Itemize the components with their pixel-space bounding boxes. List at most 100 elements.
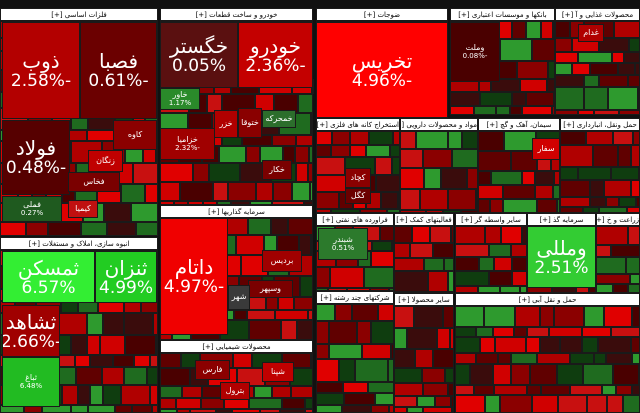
sector-header[interactable]: خودرو و ساخت قطعات [+]	[160, 8, 313, 21]
sector-header[interactable]: انبوه سازی، املاک و مستغلات [+]	[0, 237, 158, 250]
tile-name: شبندر	[333, 234, 353, 244]
sector-header[interactable]: سرمایه گذ [+]	[527, 213, 596, 226]
tile-filler	[88, 405, 115, 413]
tile[interactable]: فارس	[195, 360, 230, 380]
sector-header[interactable]: بانکها و موسسات اعتباری [+]	[450, 8, 555, 21]
sector-header[interactable]: فراورده های نفتی [+]	[316, 213, 394, 226]
sector-header[interactable]: سایر محصولا [+]	[394, 293, 454, 306]
tile-filler	[537, 199, 557, 213]
tile[interactable]: بردیس	[262, 250, 302, 272]
tile-filler	[611, 245, 640, 257]
tile[interactable]: خودرو -2.36%	[238, 22, 313, 88]
tile[interactable]: خکار	[262, 160, 292, 180]
tile[interactable]: ثباغ 6.48%	[2, 357, 60, 407]
tile-filler	[554, 171, 560, 185]
tile-filler	[560, 131, 586, 145]
tile[interactable]: ثنزان 4.99%	[95, 251, 157, 303]
sector-header[interactable]: فعالیتهای کمک [+]	[394, 213, 454, 226]
tile[interactable]: کاوه	[113, 120, 157, 150]
sector-header[interactable]: حمل ونقل، انبارداری [+]	[560, 118, 640, 131]
tile[interactable]: ثشاهد-2.66%	[2, 305, 60, 357]
tile-name: خگستر	[169, 33, 229, 58]
tile[interactable]: زنگان	[88, 150, 123, 172]
tile[interactable]: ذوب -2.58%	[2, 22, 80, 119]
sector-header[interactable]: شرکتهای چند رشته [+]	[316, 291, 394, 304]
tile[interactable]: فخاس	[68, 172, 120, 192]
tile[interactable]: ختوقا	[238, 108, 262, 138]
tile-filler	[596, 257, 626, 274]
tile-filler	[455, 226, 485, 244]
tile[interactable]: داتام -4.97%	[160, 218, 228, 335]
tile-filler	[619, 110, 640, 115]
tile-filler	[448, 131, 462, 149]
sector-header[interactable]: سرمایه گذاریها [+]	[160, 205, 313, 218]
tile-filler	[420, 189, 448, 210]
tile[interactable]: شپنا	[262, 362, 294, 382]
tile[interactable]: خزامیا -2.32%	[160, 128, 215, 160]
tile[interactable]: خمحرکه	[262, 110, 296, 128]
sector-header[interactable]: حمل و نقل آبی [+]	[455, 293, 640, 306]
tile-filler	[394, 368, 422, 383]
tile[interactable]: شهر	[228, 285, 250, 310]
tile-filler	[273, 182, 292, 201]
tile-filler	[275, 310, 308, 320]
tile[interactable]: خگستر 0.05%	[160, 22, 238, 88]
tile[interactable]: سفار	[532, 138, 560, 160]
tile-filler	[203, 201, 217, 205]
tile-filler	[613, 131, 633, 145]
tile[interactable]: کگل	[345, 188, 371, 204]
tile-filler	[103, 385, 121, 405]
tile-filler	[103, 313, 124, 335]
tile[interactable]: وسپهر	[248, 280, 293, 298]
tile-filler	[304, 201, 313, 205]
tile-filler	[540, 337, 560, 353]
sector-header[interactable]: محصولات غذایی و آ [+]	[555, 8, 640, 21]
tile[interactable]: فولاد -0.48%	[2, 120, 70, 195]
tile[interactable]: وملت -0.08%	[450, 22, 500, 82]
tile-filler	[496, 106, 510, 115]
tile-filler	[443, 306, 454, 328]
tile[interactable]: فملی 0.27%	[2, 196, 62, 222]
sector-header[interactable]: فلزات اساسی [+]	[0, 8, 158, 21]
tile-filler	[526, 337, 540, 353]
tile-filler	[121, 184, 145, 203]
tile-filler	[594, 110, 619, 115]
tile-filler	[133, 163, 158, 184]
tile-filler	[410, 243, 433, 258]
tile-filler	[316, 145, 331, 157]
tile-filler	[371, 251, 394, 267]
tile[interactable]: فصبا -0.61%	[80, 22, 157, 119]
tile-filler	[400, 149, 423, 168]
sector-header[interactable]: زراعت و خ [+]	[596, 213, 640, 226]
tile-filler	[517, 61, 548, 79]
tile-filler	[280, 409, 305, 413]
tile-filler	[389, 288, 394, 291]
tile[interactable]: غدام	[578, 24, 604, 42]
tile-filler	[560, 180, 590, 197]
tile-filler	[26, 222, 48, 236]
tile-filler	[526, 92, 554, 106]
sector-header[interactable]: استخراج کانه های فلزی [+]	[316, 118, 400, 131]
tile-filler	[455, 257, 479, 271]
tile[interactable]: ومللی 2.51%	[527, 226, 596, 288]
sector-header[interactable]: محصولات شیمیایی [+]	[160, 340, 313, 353]
sector-header[interactable]: سیمان، آهک و گچ [+]	[478, 118, 560, 131]
tile[interactable]: کیمیا	[68, 200, 98, 218]
tile-filler	[430, 226, 451, 243]
tile[interactable]: خزر	[214, 110, 238, 138]
tile[interactable]: خاور 1.17%	[160, 88, 200, 110]
tile-filler	[160, 386, 182, 398]
tile-name: خودرو	[250, 33, 301, 58]
tile[interactable]: ثمسکن 6.57%	[2, 251, 95, 303]
tile[interactable]: بترول	[220, 382, 250, 400]
tile-filler	[596, 284, 613, 293]
tile-filler	[316, 344, 329, 359]
sector-header[interactable]: سایر واسطه گر [+]	[455, 213, 527, 226]
tile-filler	[495, 337, 526, 353]
sector-header[interactable]: ضوجات [+]	[316, 8, 448, 21]
sector-header[interactable]: مواد و محصولات دارویی [+]	[400, 118, 478, 131]
tile-filler	[266, 297, 278, 310]
tile[interactable]: شبندر 0.51%	[318, 228, 368, 260]
tile[interactable]: تخریس -4.96%	[316, 22, 448, 118]
tile[interactable]: کچاد	[345, 168, 371, 188]
